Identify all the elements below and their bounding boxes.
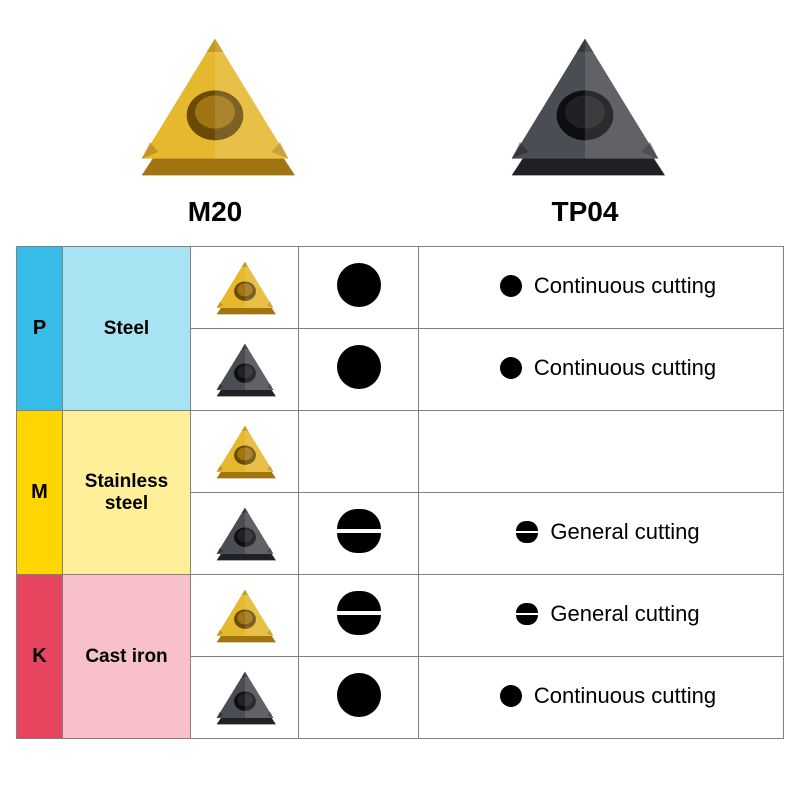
table-row: PSteel Continuous cutting <box>17 247 784 329</box>
row-usage-desc: Continuous cutting <box>419 657 784 739</box>
continuous-icon <box>500 275 522 297</box>
usage-label: General cutting <box>550 519 699 545</box>
continuous-icon <box>337 345 381 389</box>
row-usage-icon <box>299 411 419 493</box>
row-usage-desc: General cutting <box>419 575 784 657</box>
continuous-icon <box>337 263 381 307</box>
header-row: M20 TP04 <box>0 0 800 246</box>
general-icon <box>337 591 381 635</box>
category-material: Stainlesssteel <box>63 411 191 575</box>
row-insert-image <box>191 329 299 411</box>
row-usage-icon <box>299 657 419 739</box>
row-usage-icon <box>299 493 419 575</box>
usage-label: Continuous cutting <box>534 355 716 381</box>
row-usage-icon <box>299 247 419 329</box>
continuous-icon <box>500 685 522 707</box>
row-insert-image <box>191 657 299 739</box>
row-usage-icon <box>299 329 419 411</box>
row-insert-image <box>191 493 299 575</box>
row-usage-desc: Continuous cutting <box>419 247 784 329</box>
header-label: M20 <box>188 196 242 228</box>
insert-gold <box>130 32 300 182</box>
row-insert-image <box>191 411 299 493</box>
general-icon <box>337 509 381 553</box>
category-code: M <box>17 411 63 575</box>
row-usage-desc: Continuous cutting <box>419 329 784 411</box>
row-usage-desc: General cutting <box>419 493 784 575</box>
table-row: MStainlesssteel <box>17 411 784 493</box>
usage-label: Continuous cutting <box>534 683 716 709</box>
application-table: PSteel Continuous cutting <box>16 246 784 739</box>
insert-dark <box>500 32 670 182</box>
row-insert-image <box>191 575 299 657</box>
continuous-icon <box>337 673 381 717</box>
header-item-m20: M20 <box>130 32 300 228</box>
insert-gold <box>212 587 278 645</box>
row-usage-icon <box>299 575 419 657</box>
category-code: P <box>17 247 63 411</box>
header-item-tp04: TP04 <box>500 32 670 228</box>
row-insert-image <box>191 247 299 329</box>
row-usage-desc <box>419 411 784 493</box>
usage-label: Continuous cutting <box>534 273 716 299</box>
general-icon <box>516 603 538 625</box>
header-label: TP04 <box>552 196 619 228</box>
insert-dark <box>212 505 278 563</box>
insert-gold <box>212 259 278 317</box>
category-material: Steel <box>63 247 191 411</box>
table-row: KCast iron General cutting <box>17 575 784 657</box>
general-icon <box>516 521 538 543</box>
continuous-icon <box>500 357 522 379</box>
usage-label: General cutting <box>550 601 699 627</box>
category-material: Cast iron <box>63 575 191 739</box>
insert-dark <box>212 669 278 727</box>
insert-dark <box>212 341 278 399</box>
insert-gold <box>212 423 278 481</box>
category-code: K <box>17 575 63 739</box>
